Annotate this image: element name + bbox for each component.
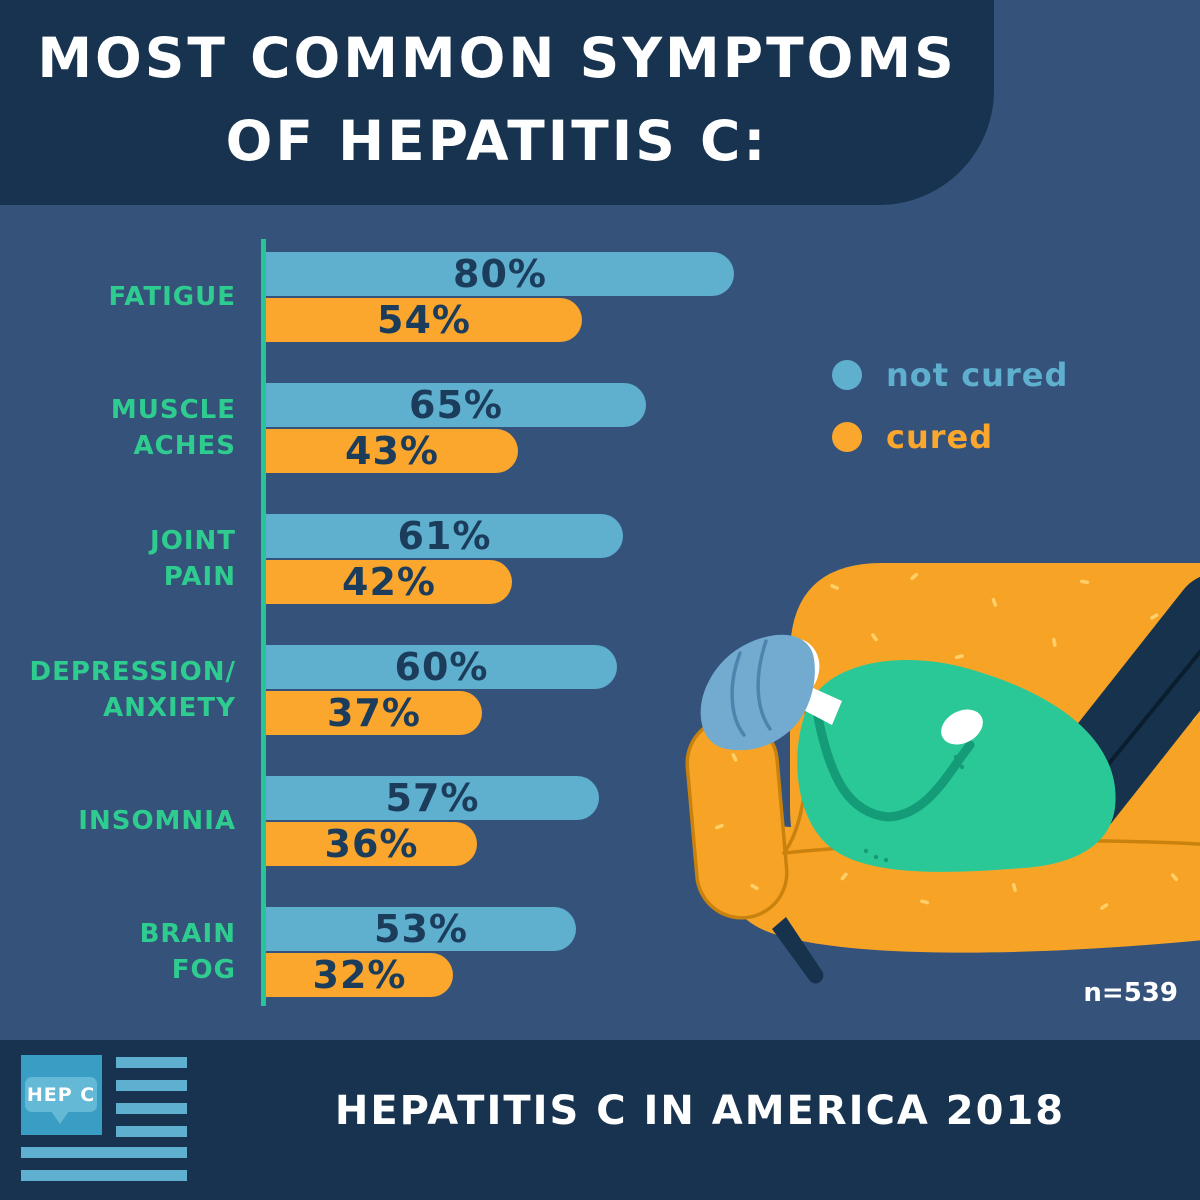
bar-value: 32% <box>312 953 407 997</box>
bar-cured: 42% <box>266 560 512 604</box>
speech-bubble-tail <box>51 1111 69 1124</box>
bar-not-cured: 60% <box>266 645 617 689</box>
category-label: INSOMNIA <box>78 806 236 836</box>
flag-stripe <box>116 1126 187 1137</box>
flag-stripe <box>116 1080 187 1091</box>
speech-bubble-icon: HEP C <box>25 1077 97 1112</box>
header-panel: MOST COMMON SYMPTOMS OF HEPATITIS C: <box>0 0 994 205</box>
bar-value: 65% <box>409 383 503 427</box>
bar-value: 80% <box>453 252 547 296</box>
category-label: BRAIN FOG <box>139 919 236 985</box>
chart-legend: not cured cured <box>832 356 1068 480</box>
bar-value: 37% <box>327 691 421 735</box>
bar-value: 54% <box>377 298 471 342</box>
bar-not-cured: 57% <box>266 776 599 820</box>
flag-stripe <box>116 1057 187 1068</box>
shirt-stitch-dots <box>863 754 965 863</box>
legend-label-cured: cured <box>886 418 994 456</box>
chart-row: DEPRESSION/ANXIETY 60% 37% <box>0 645 1200 735</box>
bar-value: 53% <box>374 907 468 951</box>
bar-cured: 36% <box>266 822 477 866</box>
bar-not-cured: 65% <box>266 383 646 427</box>
bar-cured: 54% <box>266 298 582 342</box>
resting-person-couch-illustration <box>685 563 1200 984</box>
bar-value: 57% <box>385 776 480 820</box>
page-title-line1: MOST COMMON SYMPTOMS <box>37 26 957 90</box>
category-label: JOINT PAIN <box>150 526 236 592</box>
chart-axis-line <box>261 239 266 1006</box>
bar-not-cured: 80% <box>266 252 734 296</box>
person-icon <box>700 577 1200 872</box>
not-cured-dot-icon <box>832 360 862 390</box>
legend-label-not-cured: not cured <box>886 356 1069 394</box>
cured-dot-icon <box>832 422 862 452</box>
flag-stripe <box>116 1103 187 1114</box>
footer-panel: HEP C HEPATITIS C IN AMERICA 2018 <box>0 1040 1200 1200</box>
bar-value: 42% <box>342 560 436 604</box>
category-label: DEPRESSION/ANXIETY <box>29 657 236 723</box>
page-title-line2: OF HEPATITIS C: <box>225 108 769 173</box>
chart-row: FATIGUE 80% 54% <box>0 252 1200 342</box>
flag-stripe <box>21 1147 187 1158</box>
bar-value: 61% <box>397 514 492 558</box>
bar-cured: 32% <box>266 953 453 997</box>
legend-item-not-cured: not cured <box>832 356 1068 394</box>
bar-not-cured: 61% <box>266 514 623 558</box>
flag-stripe <box>21 1170 187 1181</box>
bar-cured: 43% <box>266 429 518 473</box>
bar-value: 60% <box>394 645 489 689</box>
chart-row: JOINT PAIN 61% 42% <box>0 514 1200 604</box>
logo-square: HEP C <box>21 1055 102 1135</box>
legend-item-cured: cured <box>832 418 1068 456</box>
category-label: MUSCLE ACHES <box>110 395 236 461</box>
chart-row: INSOMNIA 57% 36% <box>0 776 1200 866</box>
chart-row: BRAIN FOG 53% 32% <box>0 907 1200 997</box>
category-label: FATIGUE <box>108 282 236 312</box>
hepc-flag-logo: HEP C <box>21 1055 191 1185</box>
chart-row: MUSCLE ACHES 65% 43% <box>0 383 1200 473</box>
bar-not-cured: 53% <box>266 907 576 951</box>
bar-value: 36% <box>324 822 419 866</box>
bar-cured: 37% <box>266 691 482 735</box>
footer-title: HEPATITIS C IN AMERICA 2018 <box>334 1088 1066 1134</box>
sample-size-note: n=539 <box>1083 978 1178 1008</box>
bar-value: 43% <box>345 429 439 473</box>
